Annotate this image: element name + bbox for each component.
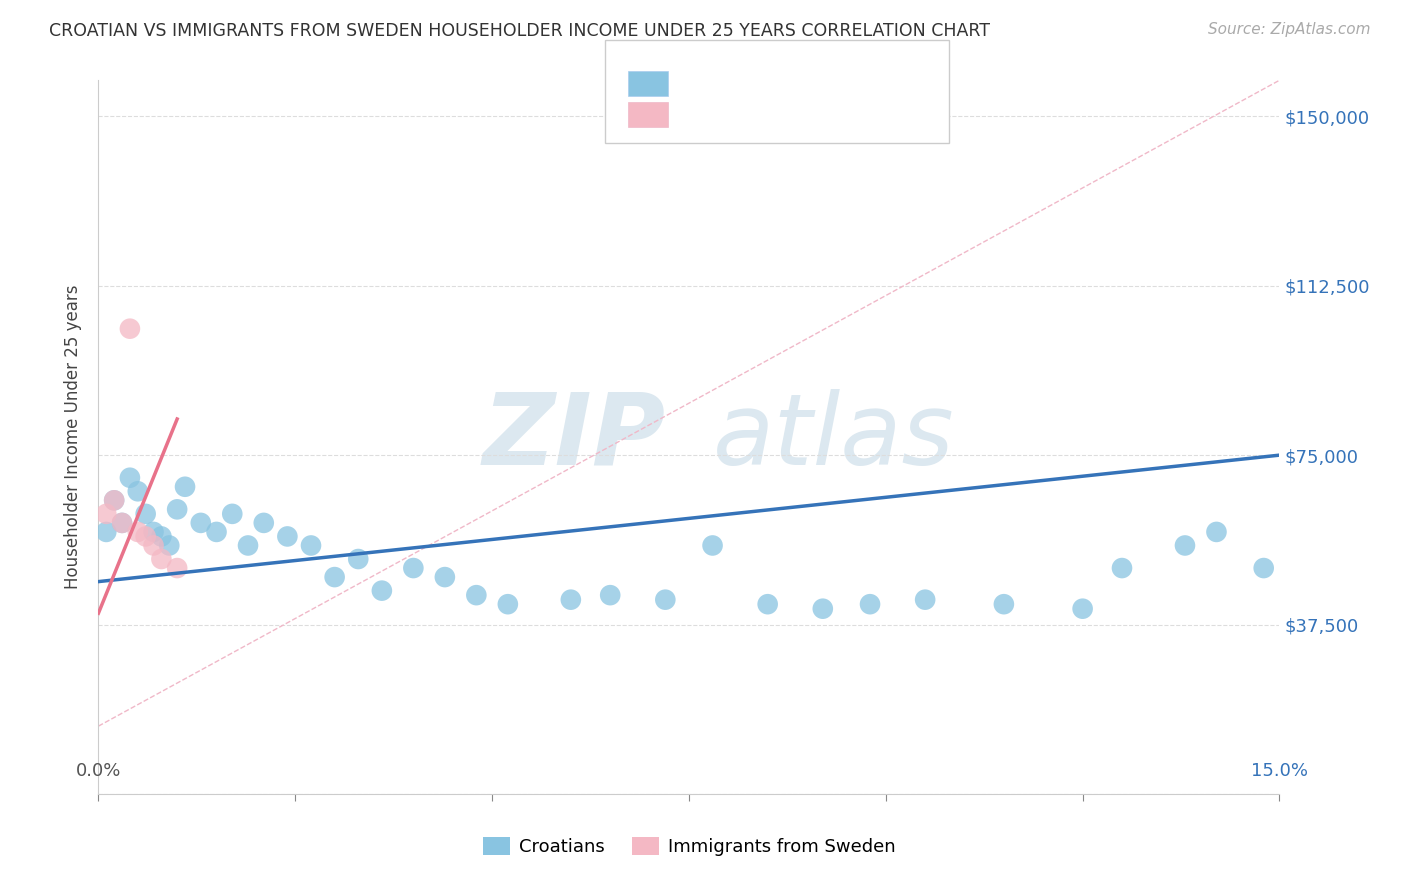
Point — [599, 588, 621, 602]
Text: 15.0%: 15.0% — [1251, 763, 1308, 780]
Point — [496, 597, 519, 611]
Point — [299, 539, 322, 553]
Point — [127, 524, 149, 539]
Point — [1111, 561, 1133, 575]
Point — [236, 539, 259, 553]
Point — [1174, 539, 1197, 553]
Point — [96, 524, 118, 539]
Text: N =: N = — [799, 106, 838, 124]
Point — [166, 502, 188, 516]
Text: CROATIAN VS IMMIGRANTS FROM SWEDEN HOUSEHOLDER INCOME UNDER 25 YEARS CORRELATION: CROATIAN VS IMMIGRANTS FROM SWEDEN HOUSE… — [49, 22, 990, 40]
Text: R =: R = — [682, 106, 721, 124]
Text: 0.593: 0.593 — [724, 106, 780, 124]
Point — [465, 588, 488, 602]
Point — [150, 529, 173, 543]
Point — [205, 524, 228, 539]
Point — [127, 484, 149, 499]
Text: atlas: atlas — [713, 389, 955, 485]
Point — [221, 507, 243, 521]
Point — [157, 539, 180, 553]
Point — [276, 529, 298, 543]
Point — [166, 561, 188, 575]
Point — [118, 471, 141, 485]
Point — [859, 597, 882, 611]
Point — [756, 597, 779, 611]
Point — [654, 592, 676, 607]
Legend: Croatians, Immigrants from Sweden: Croatians, Immigrants from Sweden — [482, 837, 896, 856]
Point — [1071, 601, 1094, 615]
Point — [111, 516, 134, 530]
Text: N =: N = — [799, 75, 838, 93]
Point — [150, 552, 173, 566]
Text: R =: R = — [682, 75, 721, 93]
Point — [702, 539, 724, 553]
Point — [253, 516, 276, 530]
Point — [135, 507, 157, 521]
Point — [1205, 524, 1227, 539]
Point — [190, 516, 212, 530]
Point — [174, 480, 197, 494]
Point — [402, 561, 425, 575]
Point — [96, 507, 118, 521]
Text: 0.0%: 0.0% — [76, 763, 121, 780]
Point — [103, 493, 125, 508]
Text: 0.321: 0.321 — [724, 75, 780, 93]
Y-axis label: Householder Income Under 25 years: Householder Income Under 25 years — [65, 285, 83, 590]
Point — [135, 529, 157, 543]
Point — [142, 524, 165, 539]
Point — [103, 493, 125, 508]
Point — [811, 601, 834, 615]
Point — [111, 516, 134, 530]
Point — [371, 583, 394, 598]
Point — [993, 597, 1015, 611]
Text: Source: ZipAtlas.com: Source: ZipAtlas.com — [1208, 22, 1371, 37]
Text: ZIP: ZIP — [482, 389, 665, 485]
Point — [118, 321, 141, 335]
Point — [1253, 561, 1275, 575]
Text: 39: 39 — [841, 75, 866, 93]
Point — [323, 570, 346, 584]
Text: 9: 9 — [841, 106, 859, 124]
Point — [347, 552, 370, 566]
Point — [560, 592, 582, 607]
Point — [433, 570, 456, 584]
Point — [914, 592, 936, 607]
Point — [142, 539, 165, 553]
